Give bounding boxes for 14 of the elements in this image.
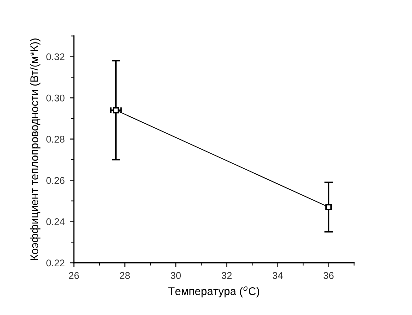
x-tick-label: 34 xyxy=(272,272,284,280)
y-tick-label: 0.22 xyxy=(46,260,65,267)
x-axis-title: Температура ($^{o}$C) xyxy=(168,286,260,298)
y-axis-title: Коэффициент теплопроводности (Вт/(м*К)) xyxy=(30,38,41,260)
x-tick-label: 26 xyxy=(69,272,80,280)
y-tick-label: 0.28 xyxy=(46,136,65,143)
x-tick-label: 32 xyxy=(222,272,232,280)
x-tick-label: 36 xyxy=(324,272,334,280)
x-tick-label: 30 xyxy=(171,272,182,280)
y-tick-label: 0.30 xyxy=(46,94,65,102)
x-tick-label: 28 xyxy=(120,272,130,280)
y-tick-label: 0.24 xyxy=(46,218,65,226)
y-tick-label: 0.26 xyxy=(46,177,65,184)
y-tick-label: 0.32 xyxy=(46,54,65,60)
